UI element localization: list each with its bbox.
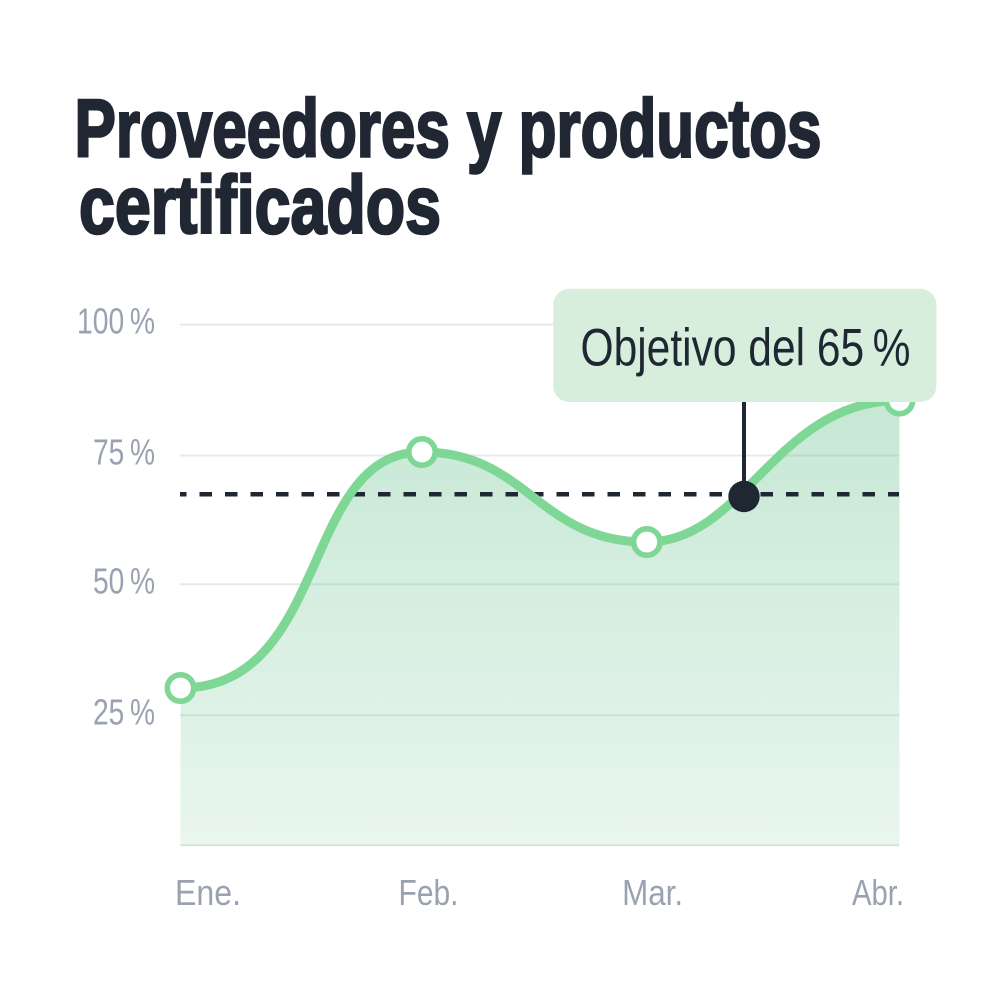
svg-text:Proveedores y productos: Proveedores y productos [75, 84, 822, 175]
svg-text:certificados: certificados [79, 160, 441, 251]
svg-text:Ene.: Ene. [175, 872, 241, 913]
svg-text:Abr.: Abr. [852, 872, 904, 913]
svg-text:100 %: 100 % [77, 301, 155, 342]
svg-text:Feb.: Feb. [399, 872, 459, 913]
svg-text:Mar.: Mar. [622, 872, 683, 913]
svg-text:25 %: 25 % [93, 692, 155, 733]
svg-text:Objetivo del 65 %: Objetivo del 65 % [581, 319, 911, 378]
svg-text:75 %: 75 % [93, 432, 155, 473]
svg-text:50 %: 50 % [93, 561, 155, 602]
